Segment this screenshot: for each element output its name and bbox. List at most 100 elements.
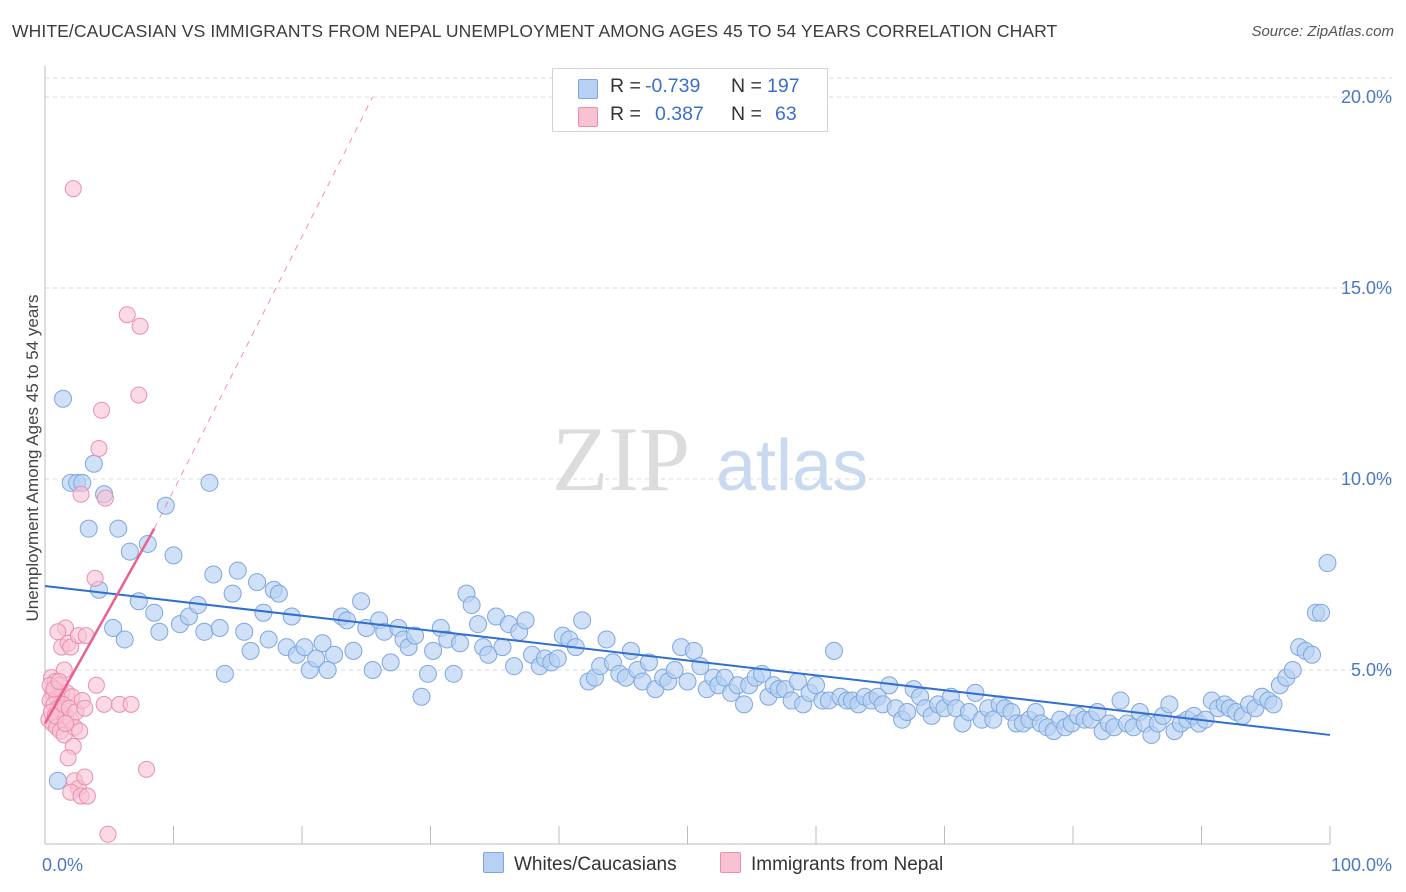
- point-whites: [248, 573, 267, 592]
- point-nepal: [57, 714, 75, 732]
- source-label: Source: ZipAtlas.com: [1251, 23, 1394, 40]
- point-whites: [363, 661, 382, 679]
- bottom-legend-swatch-whites: [483, 852, 504, 873]
- y-tick-label: 5.0%: [1351, 660, 1392, 680]
- point-whites: [824, 641, 843, 660]
- point-whites: [597, 630, 616, 649]
- bottom-legend-whites: Whites/Caucasians: [483, 852, 677, 876]
- x-tick-label-max: 100.0%: [1331, 855, 1392, 875]
- trend-lines: [43, 96, 1331, 736]
- legend-n-label: N =: [731, 75, 762, 97]
- point-whites: [548, 649, 567, 668]
- point-whites: [269, 584, 288, 603]
- point-whites: [204, 565, 223, 584]
- point-whites: [469, 615, 488, 634]
- series-nepal-points: [40, 180, 156, 843]
- legend-n-value-nepal: 63: [775, 103, 797, 125]
- trend-line-whites: [44, 584, 1331, 736]
- point-whites: [145, 603, 164, 622]
- point-whites: [215, 664, 234, 683]
- legend-n-label: N =: [731, 103, 762, 125]
- point-whites: [210, 618, 229, 637]
- legend-r-value-whites: -0.739: [645, 75, 701, 97]
- point-nepal: [99, 825, 117, 843]
- point-whites: [228, 561, 247, 580]
- point-whites: [1312, 603, 1331, 622]
- point-whites: [195, 622, 214, 641]
- series-whites-points: [48, 389, 1337, 790]
- point-whites: [462, 596, 481, 615]
- point-whites: [313, 634, 332, 653]
- point-whites: [282, 607, 301, 626]
- point-nepal: [118, 306, 136, 324]
- watermark: ZIP atlas: [552, 408, 868, 510]
- y-axis-label: Unemployment Among Ages 45 to 54 years: [23, 295, 42, 622]
- point-nepal: [95, 695, 113, 713]
- point-whites: [259, 630, 278, 649]
- point-whites: [120, 542, 139, 561]
- y-tick-labels: 5.0% 10.0% 15.0% 20.0%: [1341, 87, 1392, 680]
- legend-r-value-nepal: 0.387: [655, 103, 704, 125]
- point-whites: [505, 657, 524, 676]
- point-whites: [104, 618, 123, 637]
- x-tick-labels: 0.0% 100.0%: [42, 855, 1392, 875]
- point-nepal: [64, 180, 82, 198]
- point-whites: [109, 519, 128, 538]
- point-whites: [53, 389, 72, 408]
- bottom-legend-nepal: Immigrants from Nepal: [720, 852, 943, 876]
- point-whites: [984, 710, 1003, 729]
- point-whites: [493, 638, 512, 657]
- point-whites: [325, 645, 344, 664]
- point-whites: [381, 653, 400, 672]
- point-whites: [1264, 695, 1283, 714]
- point-whites: [164, 546, 183, 565]
- point-whites: [1303, 645, 1322, 664]
- point-nepal: [72, 485, 90, 503]
- point-whites: [79, 519, 98, 538]
- point-whites: [621, 641, 640, 660]
- watermark-zip: ZIP: [552, 408, 690, 510]
- point-whites: [200, 473, 219, 492]
- point-whites: [516, 611, 535, 630]
- y-tick-label: 20.0%: [1341, 87, 1392, 107]
- trend-extension-nepal: [153, 96, 374, 529]
- point-whites: [898, 703, 917, 722]
- point-whites: [84, 454, 103, 473]
- point-whites: [352, 592, 371, 611]
- point-nepal: [76, 699, 94, 717]
- watermark-atlas: atlas: [716, 426, 868, 506]
- point-whites: [115, 630, 134, 649]
- correlation-legend: R = -0.739 N = 197 R = 0.387 N = 63: [552, 68, 828, 132]
- chart-title: WHITE/CAUCASIAN VS IMMIGRANTS FROM NEPAL…: [12, 21, 1058, 41]
- point-whites: [678, 672, 697, 691]
- point-whites: [344, 641, 363, 660]
- legend-swatch-nepal: [578, 107, 598, 127]
- point-nepal: [96, 489, 114, 507]
- point-whites: [807, 676, 825, 695]
- point-nepal: [59, 749, 77, 767]
- point-nepal: [130, 386, 148, 404]
- point-whites: [1318, 554, 1337, 573]
- bottom-legend-swatch-nepal: [720, 852, 741, 873]
- y-tick-label: 10.0%: [1341, 469, 1392, 489]
- point-whites: [295, 638, 314, 657]
- point-whites: [48, 771, 67, 790]
- point-nepal: [87, 676, 105, 694]
- point-whites: [307, 649, 326, 668]
- point-whites: [735, 695, 754, 714]
- point-nepal: [90, 439, 108, 457]
- y-tick-label: 15.0%: [1341, 278, 1392, 298]
- trend-line-nepal: [43, 528, 156, 725]
- point-whites: [1283, 661, 1302, 679]
- point-whites: [444, 664, 463, 683]
- point-whites: [235, 622, 254, 641]
- point-whites: [639, 653, 658, 672]
- point-whites: [573, 611, 592, 630]
- point-whites: [479, 645, 498, 664]
- grid-lines: [45, 77, 1392, 671]
- point-whites: [1111, 691, 1130, 710]
- bottom-legend-label-whites: Whites/Caucasians: [514, 854, 677, 875]
- point-whites: [1160, 695, 1179, 714]
- point-whites: [451, 634, 470, 653]
- point-whites: [412, 687, 431, 706]
